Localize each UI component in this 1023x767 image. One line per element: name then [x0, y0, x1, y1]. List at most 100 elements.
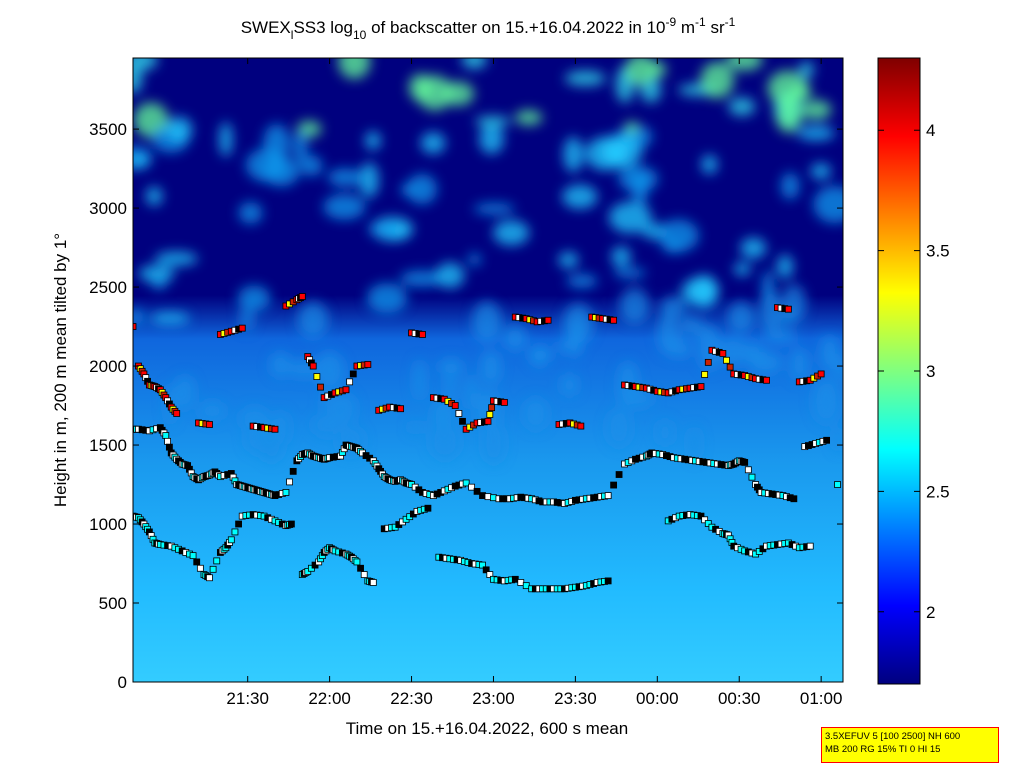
y-axis: 0 500 1000 1500 2000 2500 3000 3500 [89, 120, 843, 692]
plot-area [133, 58, 843, 682]
cloud-blob [606, 408, 632, 448]
cloud-blob [726, 58, 763, 71]
layer-marker [500, 398, 508, 406]
colorbar-ticks: 2 2.5 3 3.5 4 [878, 121, 950, 622]
cloud-blob [562, 184, 598, 209]
cloud-blob [740, 237, 767, 259]
layer-marker [697, 512, 705, 520]
x-tick-label: 23:30 [554, 689, 597, 708]
layer-marker [748, 473, 756, 481]
layer-marker [235, 520, 242, 528]
cloud-blob [776, 254, 794, 279]
x-tick-label: 22:00 [308, 689, 351, 708]
cloud-blob [733, 262, 751, 276]
y-axis-label: Height in m, 200 m mean tilted by 1° [51, 233, 70, 507]
layer-marker [193, 558, 201, 566]
layer-marker [484, 417, 492, 425]
layer-marker [488, 404, 496, 412]
cloud-blob [558, 251, 579, 269]
cloud-blob [781, 284, 806, 323]
layer-marker [468, 483, 476, 491]
y-tick-label: 3500 [89, 120, 127, 139]
layer-marker [298, 293, 306, 300]
layer-marker [166, 443, 173, 451]
cloud-blob [523, 397, 549, 431]
cloud-blob [293, 130, 308, 163]
layer-marker [482, 566, 490, 574]
colorbar [877, 57, 921, 685]
x-tick-label: 21:30 [226, 689, 269, 708]
layer-marker [486, 411, 494, 418]
layer-marker [213, 557, 221, 565]
colorbar-tick-label: 2 [926, 603, 935, 622]
cloud-blob [482, 422, 506, 464]
cloud-blob [399, 270, 444, 287]
layer-marker [763, 376, 770, 384]
cloud-blob [625, 58, 656, 86]
cloud-blob [174, 375, 196, 410]
cloud-blob [619, 287, 650, 324]
layer-marker [353, 558, 361, 566]
cloud-blob [611, 246, 631, 267]
layer-marker [287, 520, 295, 528]
cloud-blob [365, 131, 381, 150]
y-tick-label: 0 [118, 673, 127, 692]
cloud-blob [763, 328, 797, 344]
layer-marker [369, 579, 377, 586]
cloud-blob [338, 58, 371, 79]
layer-marker [544, 316, 552, 324]
cloud-blob [701, 154, 718, 175]
cloud-blob [474, 115, 511, 127]
cloud-blob [145, 186, 163, 206]
cloud-blob [473, 203, 515, 215]
y-tick-label: 1500 [89, 436, 127, 455]
cloud-blob [239, 306, 254, 331]
x-tick-label: 01:00 [800, 689, 843, 708]
layer-marker [364, 361, 372, 368]
plot-frame [132, 57, 844, 683]
layer-marker [162, 432, 170, 439]
cloud-blob [688, 426, 701, 461]
cloud-blob [780, 172, 800, 200]
layer-marker [451, 402, 459, 409]
cloud-blob [759, 289, 782, 332]
layer-marker [697, 383, 705, 390]
cloud-blob [812, 378, 841, 425]
layer-marker [701, 371, 709, 378]
cloud-blob [728, 97, 756, 116]
cloud-blob [656, 419, 674, 446]
info-line-1: 3.5XEFUV 5 [100 2500] NH 600 [825, 731, 961, 742]
cloud-blob [560, 373, 579, 397]
y-tick-label: 1000 [89, 515, 127, 534]
layer-marker [342, 386, 350, 394]
layer-marker [189, 552, 197, 560]
layer-marker [577, 422, 585, 430]
cloud-blob [790, 84, 812, 100]
cloud-blob [833, 353, 843, 383]
layer-marker [784, 305, 792, 313]
cloud-blob [435, 397, 448, 433]
colorbar-tick-label: 2.5 [926, 482, 950, 501]
y-tick-label: 2000 [89, 357, 127, 376]
cloud-blob [790, 347, 808, 382]
layer-marker [196, 564, 204, 572]
layer-marker [238, 324, 246, 332]
cloud-blob [618, 166, 659, 192]
cloud-blob [613, 267, 646, 279]
cloud-blob [300, 155, 323, 177]
cloud-blob [327, 168, 363, 187]
cloud-blob [564, 70, 606, 86]
cloud-blob [297, 301, 329, 338]
colorbar-tick-label: 3 [926, 362, 935, 381]
layer-marker [164, 437, 171, 445]
cloud-blob [413, 358, 426, 402]
cloud-blob [810, 163, 832, 180]
cloud-blob [133, 58, 158, 71]
info-line-2: MB 200 RG 15% TI 0 HI 15 [825, 744, 941, 755]
cloud-blob [464, 374, 478, 410]
layer-marker [206, 574, 213, 582]
y-tick-label: 500 [99, 594, 127, 613]
cloud-blob [150, 312, 190, 324]
x-axis: 21:30 22:00 22:30 23:00 23:30 00:00 00:30 01:00 [226, 58, 842, 708]
cloud-blob [624, 121, 640, 134]
